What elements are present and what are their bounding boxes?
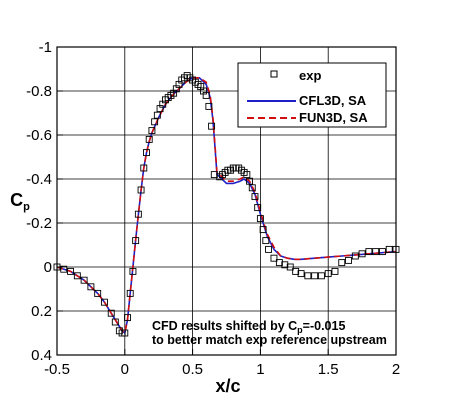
exp-data-point	[372, 248, 380, 256]
exp-data-point	[107, 309, 115, 317]
annotation-line-1: CFD results shifted by Cp=-0.015	[152, 319, 345, 335]
exp-data-point	[304, 272, 312, 280]
y-tick-label: -0.6	[26, 127, 52, 144]
exp-data-point	[385, 245, 393, 253]
exp-data-point	[281, 261, 289, 269]
legend-label-fun3d: FUN3D, SA	[299, 110, 368, 125]
exp-data-point	[145, 135, 153, 143]
exp-data-point	[317, 272, 325, 280]
legend: exp CFL3D, SA FUN3D, SA	[237, 62, 387, 128]
annotation-line-2: to better match exp reference upstream	[152, 333, 387, 347]
legend-label-exp: exp	[299, 68, 321, 83]
exp-data-point	[311, 272, 319, 280]
exp-data-point	[80, 276, 88, 284]
y-axis-label: Cp	[10, 190, 30, 213]
exp-data-point	[101, 298, 108, 306]
exp-data-point	[251, 193, 259, 201]
exp-data-point	[143, 149, 150, 157]
exp-data-point	[265, 245, 272, 253]
exp-data-point	[358, 250, 366, 258]
exp-data-point	[246, 177, 254, 185]
x-tick-label: 0.5	[182, 361, 203, 378]
exp-data-point	[205, 102, 213, 110]
exp-data-point	[134, 210, 142, 218]
y-tick-label: -0.2	[26, 215, 52, 232]
exp-data-point	[208, 122, 216, 130]
exp-data-point	[94, 289, 102, 297]
exp-data-point	[351, 252, 359, 260]
exp-data-point	[254, 204, 262, 212]
y-tick-label: 0.4	[31, 347, 52, 364]
x-tick-label: 0	[121, 361, 129, 378]
y-tick-label: 0	[44, 259, 52, 276]
y-tick-label: 0.2	[31, 303, 52, 320]
exp-data-point	[202, 91, 210, 99]
exp-data-point	[60, 265, 68, 273]
x-tick-label: 1	[256, 361, 264, 378]
shift-annotation: CFD results shifted by Cp=-0.015 to bett…	[152, 319, 387, 347]
plot-frame	[56, 46, 397, 356]
y-tick-label: -0.8	[26, 83, 52, 100]
y-tick-label: -0.4	[26, 171, 52, 188]
annotation-text-b: =-0.015	[303, 319, 346, 333]
x-tick-label: 1.5	[318, 361, 339, 378]
y-tick-label: -1	[39, 39, 52, 56]
x-tick-label: -0.5	[44, 361, 70, 378]
annotation-subscript: p	[297, 325, 303, 335]
legend-box	[237, 62, 387, 128]
plot-series	[53, 72, 400, 337]
exp-data-point	[297, 270, 305, 278]
exp-data-point	[292, 267, 300, 275]
exp-data-point	[331, 267, 339, 275]
annotation-text-a: CFD results shifted by C	[152, 319, 297, 333]
exp-data-point	[132, 237, 140, 245]
exp-data-point	[256, 215, 264, 223]
x-axis-label: x/c	[215, 376, 240, 396]
exp-data-point	[262, 237, 270, 245]
exp-data-point	[345, 256, 352, 264]
exp-data-point	[270, 254, 278, 262]
exp-data-point	[275, 259, 283, 267]
exp-data-point	[365, 248, 373, 256]
exp-data-point	[111, 318, 119, 326]
exp-data-point	[129, 267, 137, 275]
exp-data-point	[338, 259, 346, 267]
exp-data-point	[248, 184, 256, 192]
legend-marker-exp	[270, 70, 278, 78]
exp-data-point	[243, 171, 251, 179]
exp-data-point	[324, 270, 332, 278]
x-tick-label: 2	[392, 361, 400, 378]
exp-data-point	[286, 263, 294, 271]
series-line-fun3d-sa	[56, 77, 397, 334]
exp-data-point	[259, 226, 267, 234]
tick-marks: -0.5 0 0.5 1 1.5 2 -1 -0.8 -0.6 -0.4 -0.2 0 0.2 0.4	[26, 39, 400, 378]
exp-data-point	[87, 283, 95, 291]
exp-data-point	[73, 272, 81, 280]
exp-data-point	[67, 267, 75, 275]
y-axis-label-main: C	[10, 190, 23, 210]
exp-data-point	[137, 186, 145, 194]
exp-data-point	[153, 111, 161, 119]
exp-data-point	[140, 164, 148, 172]
exp-data-point	[378, 248, 386, 256]
exp-data-point	[121, 329, 129, 337]
exp-data-point	[148, 127, 156, 135]
exp-data-point	[124, 314, 131, 322]
y-axis-label-subscript: p	[23, 201, 30, 213]
exp-data-point	[126, 289, 134, 297]
legend-label-cfl3d: CFL3D, SA	[299, 93, 367, 108]
exp-data-point	[151, 118, 159, 126]
exp-data-point	[210, 171, 218, 179]
